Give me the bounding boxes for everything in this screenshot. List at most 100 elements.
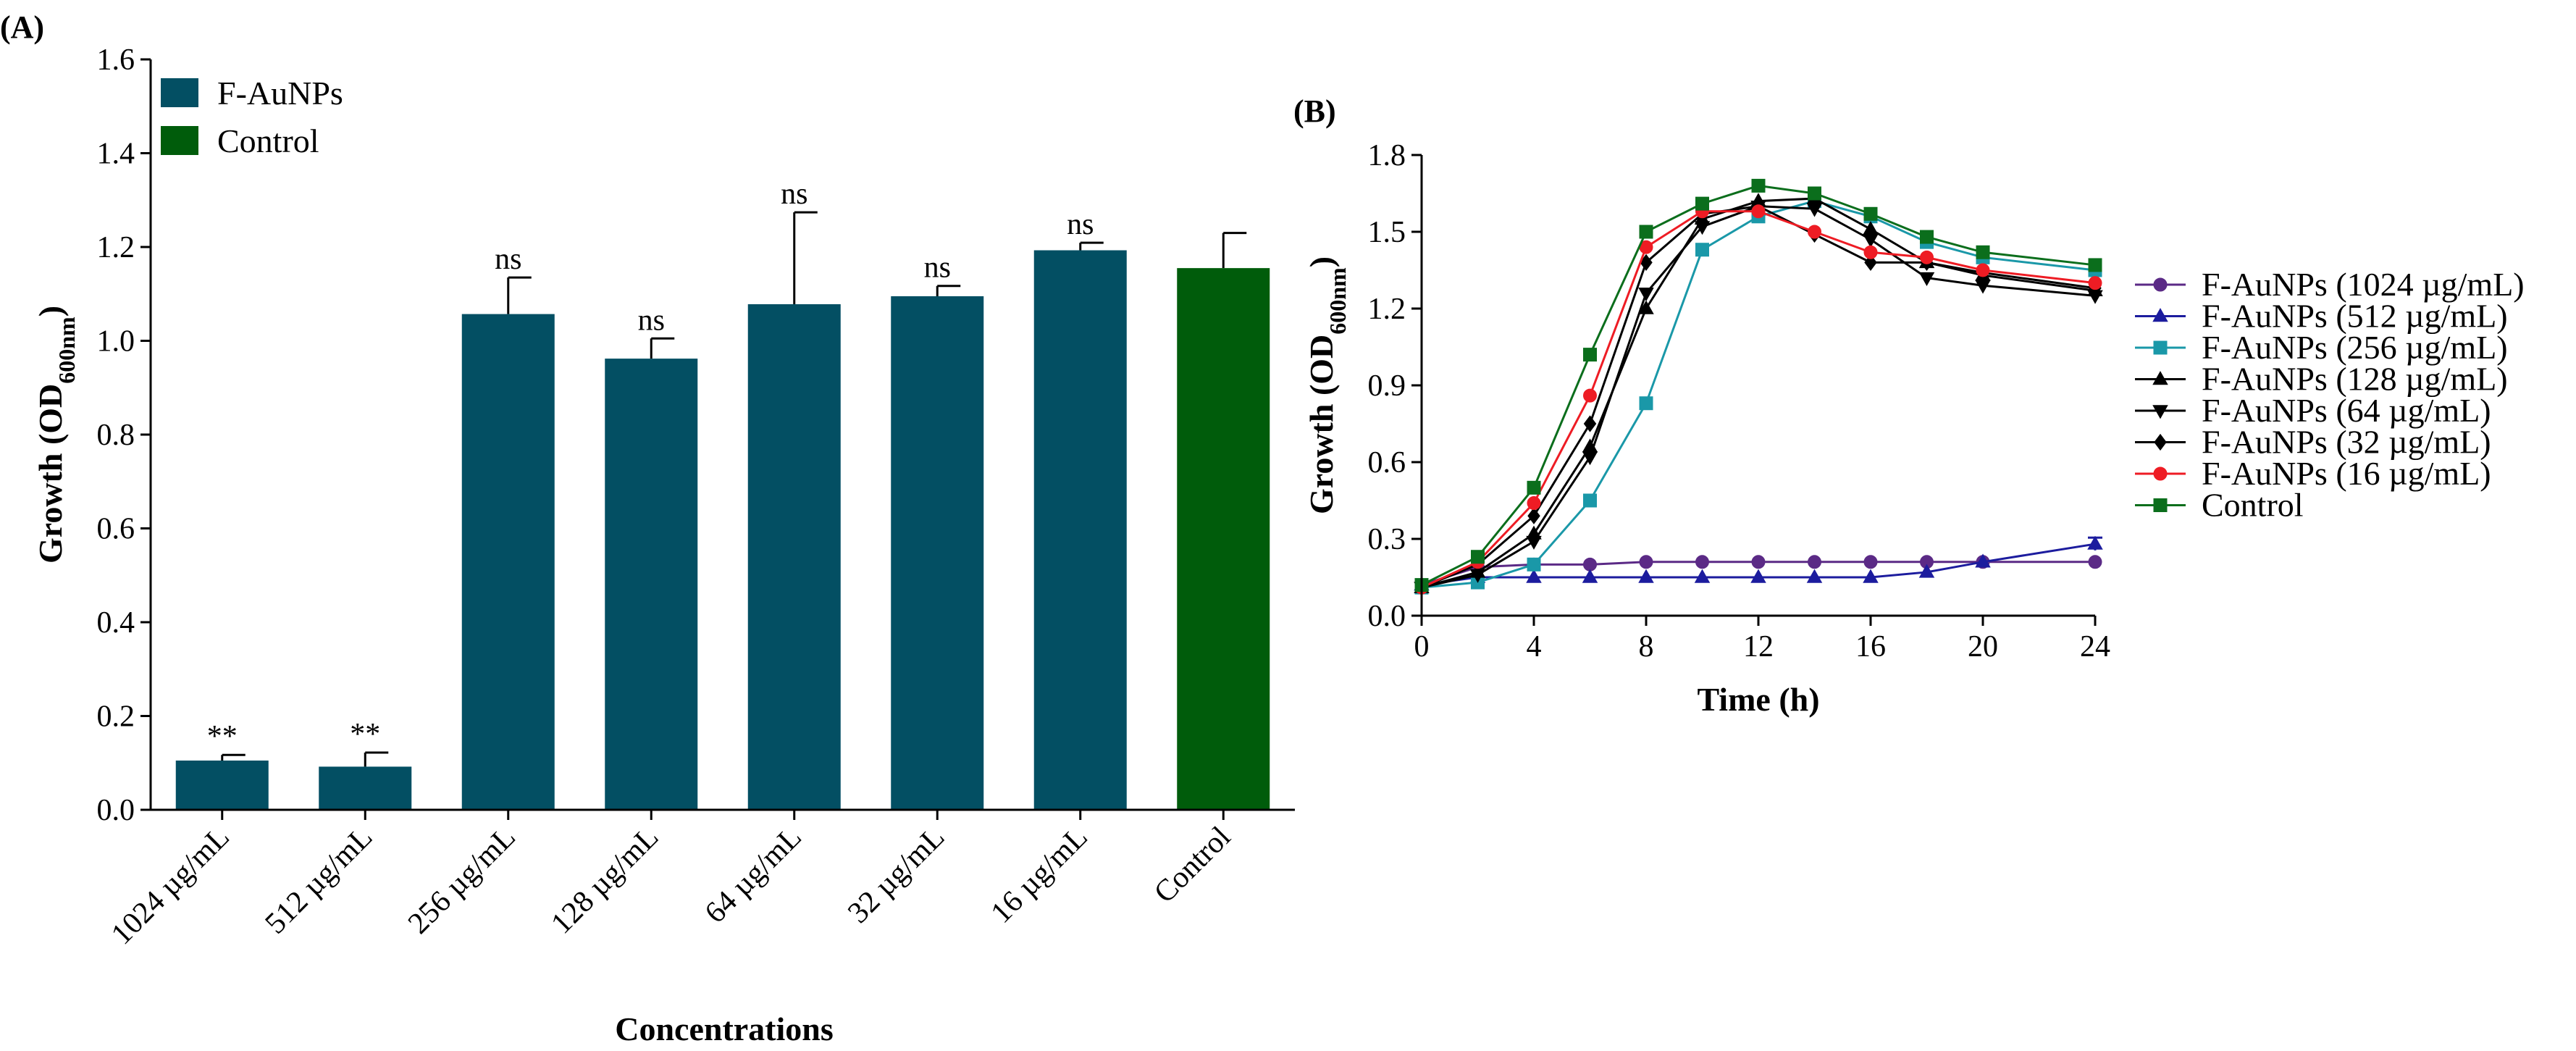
panel-b-x-title: Time (h) xyxy=(1697,681,1819,718)
data-point xyxy=(1583,493,1597,508)
data-point xyxy=(1526,535,1542,550)
y-tick-label: 0.6 xyxy=(1368,446,1406,480)
data-point xyxy=(2088,276,2102,290)
legend-marker xyxy=(2153,340,2168,355)
legend-label: F-AuNPs (1024 µg/mL) xyxy=(2202,266,2525,303)
data-point xyxy=(1863,569,1879,583)
data-point xyxy=(1527,480,1541,495)
significance-label: ns xyxy=(781,177,807,211)
legend-label: F-AuNPs (512 µg/mL) xyxy=(2202,298,2508,335)
panel-b-legend: F-AuNPs (1024 µg/mL)F-AuNPs (512 µg/mL)F… xyxy=(2135,266,2525,524)
panel-b: (B) 0.0 0.3 0.6 0.9 1.2 1.5 1.8 0 4 8 12 16 20 24 Ti… xyxy=(1293,93,2525,718)
y-tick-label: 0.0 xyxy=(97,794,135,827)
legend-label-f-aunps: F-AuNPs xyxy=(217,75,343,112)
data-point xyxy=(1639,396,1653,411)
x-tick-label: 256 µg/mL xyxy=(402,821,522,941)
panel-b-label: (B) xyxy=(1293,93,1336,129)
data-point xyxy=(1527,496,1541,511)
data-point xyxy=(1808,186,1821,201)
legend-label-control: Control xyxy=(217,122,319,159)
legend-label: F-AuNPs (32 µg/mL) xyxy=(2202,424,2491,461)
y-tick-label: 0.2 xyxy=(97,700,135,734)
bar-32-g-ml xyxy=(891,296,984,810)
legend-marker xyxy=(2153,498,2168,512)
y-tick-label: 0.3 xyxy=(1368,523,1406,556)
series-line xyxy=(1421,543,2096,587)
x-tick-label: 64 µg/mL xyxy=(699,821,808,930)
series-f-aunps-32-g-ml xyxy=(1415,198,2102,596)
x-tick-label: Control xyxy=(1148,821,1237,910)
data-point xyxy=(1583,348,1597,362)
y-tick-label: 0.4 xyxy=(97,606,135,640)
y-tick-label: 1.6 xyxy=(97,43,135,77)
y-tick-label: 1.2 xyxy=(1368,293,1406,326)
legend-marker xyxy=(2152,308,2168,322)
data-point xyxy=(1694,569,1711,583)
data-point xyxy=(1583,415,1597,432)
data-point xyxy=(1864,254,1877,272)
legend-item-f-aunps-16-g-ml: F-AuNPs (16 µg/mL) xyxy=(2135,455,2491,492)
data-point xyxy=(1920,230,1934,244)
series-line xyxy=(1421,210,2096,589)
legend-marker xyxy=(2153,466,2168,481)
data-point xyxy=(1638,569,1654,583)
data-point xyxy=(1638,300,1654,314)
y-tick-label: 1.5 xyxy=(1368,216,1406,249)
data-point xyxy=(1863,206,1878,221)
x-tick-label: 12 xyxy=(1743,630,1774,663)
data-point xyxy=(1638,288,1654,302)
legend-swatch-f-aunps xyxy=(161,78,198,107)
series-line xyxy=(1421,197,2096,589)
data-point xyxy=(1863,233,1879,248)
legend-marker xyxy=(2152,371,2168,385)
data-point xyxy=(2088,258,2102,272)
y-tick-label: 0.0 xyxy=(1368,600,1406,633)
bar-16-g-ml xyxy=(1033,250,1127,811)
data-point xyxy=(1806,203,1823,217)
legend-swatch-control xyxy=(161,126,198,155)
y-tick-label: 1.0 xyxy=(97,325,135,359)
legend-label: F-AuNPs (256 µg/mL) xyxy=(2202,329,2508,366)
significance-label: ns xyxy=(924,251,951,285)
significance-label: ** xyxy=(350,718,380,751)
y-tick-label: 1.8 xyxy=(1368,139,1406,172)
significance-label: ns xyxy=(1067,208,1094,241)
data-point xyxy=(1527,557,1541,571)
data-point xyxy=(1582,451,1598,466)
legend-item-f-aunps-1024-g-ml: F-AuNPs (1024 µg/mL) xyxy=(2135,266,2525,303)
data-point xyxy=(1583,388,1597,403)
data-point xyxy=(1863,245,1878,259)
data-point xyxy=(1750,569,1766,583)
series-line xyxy=(1421,200,2096,589)
x-tick-label: 512 µg/mL xyxy=(259,821,379,941)
x-tick-label: 16 xyxy=(1855,630,1886,663)
y-tick-label: 0.9 xyxy=(1368,369,1406,403)
data-point xyxy=(1695,243,1709,257)
data-point xyxy=(2088,555,2102,569)
panel-a-label: (A) xyxy=(0,9,44,45)
legend-label: F-AuNPs (16 µg/mL) xyxy=(2202,455,2491,492)
bar-128-g-ml xyxy=(605,359,698,811)
legend-marker xyxy=(2152,405,2168,419)
data-point xyxy=(1751,178,1766,193)
data-point xyxy=(1526,569,1542,583)
data-point xyxy=(1863,221,1879,235)
bar-64-g-ml xyxy=(747,303,841,810)
data-point xyxy=(1582,569,1598,583)
series-line xyxy=(1421,205,2096,589)
series-line xyxy=(1421,205,2096,589)
legend-marker xyxy=(2154,433,2167,451)
data-point xyxy=(1918,272,1935,286)
series-f-aunps-16-g-ml xyxy=(1414,204,2102,595)
legend-item-f-aunps-64-g-ml: F-AuNPs (64 µg/mL) xyxy=(2135,392,2491,429)
data-point xyxy=(1639,555,1653,569)
legend-item-f-aunps-512-g-ml: F-AuNPs (512 µg/mL) xyxy=(2135,298,2508,335)
panel-a-y-title: Growth (OD600nm) xyxy=(32,306,80,564)
x-tick-label: 20 xyxy=(1968,630,1998,663)
panel-b-lines xyxy=(1414,178,2103,596)
data-point xyxy=(1751,555,1766,569)
legend-label: F-AuNPs (64 µg/mL) xyxy=(2202,392,2491,429)
significance-label: ns xyxy=(638,303,665,337)
x-tick-label: 24 xyxy=(2080,630,2110,663)
data-point xyxy=(1806,569,1823,583)
